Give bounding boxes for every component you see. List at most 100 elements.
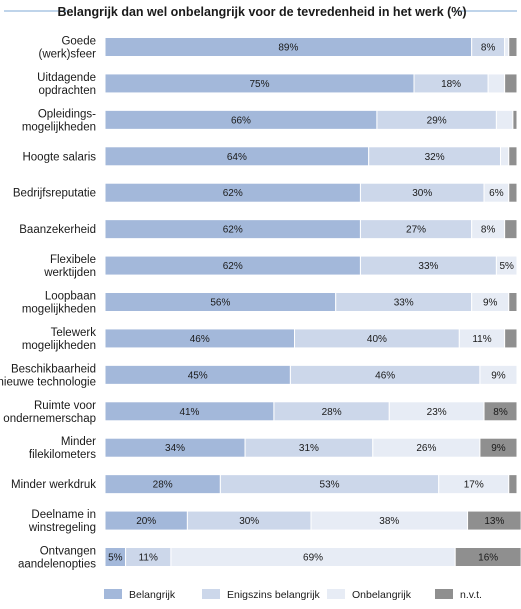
bar-row: Goede (werk)sfeer 89% 8% [38, 36, 518, 61]
data-label: 31% [299, 443, 319, 454]
category-label: Loopbaan mogelijkheden [22, 291, 96, 316]
legend-swatch [327, 589, 345, 599]
data-label: 16% [478, 553, 498, 564]
data-label: 33% [394, 298, 414, 309]
data-label: 17% [464, 480, 484, 491]
bar-segment [479, 364, 518, 385]
data-label: 30% [412, 188, 432, 199]
data-label: 56% [210, 298, 230, 309]
category-label: Baanzekerheid [19, 224, 96, 236]
data-label: 53% [320, 480, 340, 491]
category-label-line: Beschikbaarheid [11, 363, 96, 375]
bar-row: Baanzekerheid 62% 27% 8% [19, 219, 518, 240]
data-label: 89% [278, 43, 298, 54]
category-label-line: filekilometers [29, 449, 96, 461]
category-label-line: winstregeling [28, 522, 96, 534]
data-label: 66% [231, 115, 251, 126]
category-label-line: Goede [61, 36, 96, 48]
category-label-line: Baanzekerheid [19, 224, 96, 236]
category-label-line: Ruimte voor [34, 400, 96, 412]
data-label: 13% [484, 516, 504, 527]
bar-row: Minder filekilometers 34% 31% 26% 9% [29, 436, 518, 461]
data-label: 9% [483, 298, 498, 309]
data-label: 23% [427, 407, 447, 418]
bar-segment [504, 219, 518, 240]
legend-item: Belangrijk [104, 589, 176, 601]
bar-segment [504, 328, 518, 349]
category-label: Deelname in winstregeling [28, 509, 96, 534]
legend-swatch [202, 589, 220, 599]
legend-label: Belangrijk [129, 589, 176, 601]
data-label: 38% [379, 516, 399, 527]
category-label-line: ondernemerschap [3, 413, 96, 425]
category-label-line: mogelijkheden [22, 340, 96, 352]
legend: Belangrijk Enigszins belangrijk Onbelangri… [104, 589, 482, 601]
data-label: 28% [153, 480, 173, 491]
data-label: 8% [481, 225, 496, 236]
bar-row: Uitdagende opdrachten 75% 18% [37, 72, 518, 97]
category-label: Ontvangen aandelenopties [18, 546, 96, 571]
bar-row: Flexibele werktijden 62% 33% 5% [43, 254, 518, 279]
category-label-line: Deelname in [31, 509, 96, 521]
legend-label: n.v.t. [460, 589, 482, 601]
category-label-line: Telewerk [51, 327, 97, 339]
category-label-line: Uitdagende [37, 72, 96, 84]
bar-segment [508, 182, 518, 203]
data-label: 62% [223, 188, 243, 199]
data-label: 11% [139, 553, 158, 564]
data-label: 45% [188, 370, 208, 381]
data-label: 62% [223, 261, 243, 272]
bar-segment [504, 37, 510, 57]
category-label: Bedrijfsreputatie [13, 188, 96, 200]
data-label: 34% [165, 443, 185, 454]
bar-segment [508, 146, 518, 167]
bar-row: Loopbaan mogelijkheden 56% 33% 9% [22, 291, 518, 316]
category-label: Minder werkdruk [11, 479, 96, 491]
data-label: 11% [472, 334, 491, 345]
bar-segment [495, 255, 518, 276]
bar-row: Ruimte voor ondernemerschap 41% 28% 23% 8% [3, 400, 518, 425]
data-label: 29% [427, 115, 447, 126]
legend-swatch [104, 589, 122, 599]
data-label: 64% [227, 152, 247, 163]
data-label: 62% [223, 225, 243, 236]
bar-segment [508, 37, 518, 57]
bar-segment [479, 437, 518, 458]
data-label: 75% [249, 79, 269, 90]
bar-row: Opleidings-mogelijkheden 66% 29% [22, 108, 518, 133]
data-label: 26% [416, 443, 436, 454]
category-label: Goede (werk)sfeer [38, 36, 96, 61]
bar-segment [487, 73, 506, 94]
category-label-line: nieuwe technologie [0, 376, 96, 388]
data-label: 33% [418, 261, 438, 272]
data-label: 46% [190, 334, 210, 345]
data-label: 30% [239, 516, 259, 527]
data-label: 46% [375, 370, 395, 381]
category-label: Flexibele werktijden [43, 254, 96, 279]
data-label: 20% [136, 516, 156, 527]
category-label-line: mogelijkheden [22, 304, 96, 316]
data-label: 8% [493, 407, 508, 418]
data-label: 28% [322, 407, 342, 418]
data-label: 8% [481, 43, 496, 54]
category-label-line: Minder [61, 436, 96, 448]
bar-segment [508, 474, 518, 495]
bars-group: Goede (werk)sfeer 89% 8% Uitdagende opdrachte… [0, 36, 521, 571]
data-label: 32% [425, 152, 445, 163]
category-label-line: (werk)sfeer [38, 49, 96, 61]
legend-label: Enigszins belangrijk [227, 589, 321, 601]
category-label-line: Minder werkdruk [11, 479, 96, 491]
category-label-line: Flexibele [50, 254, 96, 266]
data-label: 9% [491, 370, 506, 381]
data-label: 5% [499, 261, 514, 272]
bar-row: Bedrijfsreputatie 62% 30% 6% [13, 182, 518, 203]
category-label: Hoogte salaris [22, 151, 96, 163]
data-label: 41% [179, 407, 199, 418]
category-label: Minder filekilometers [29, 436, 96, 461]
bar-segment [467, 510, 521, 531]
bar-row: Hoogte salaris 64% 32% [22, 146, 518, 167]
category-label-line: mogelijkheden [22, 121, 96, 133]
category-label-line: Loopbaan [45, 291, 96, 303]
